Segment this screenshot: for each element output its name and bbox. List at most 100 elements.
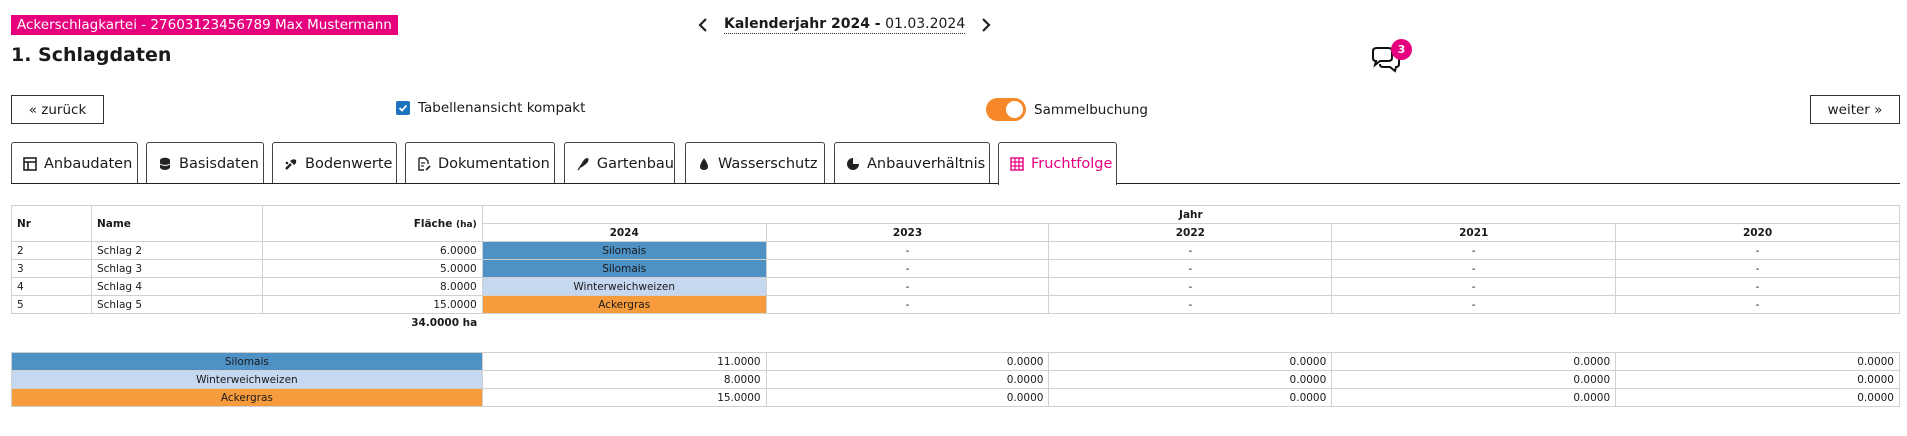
cell-nr: 3 bbox=[11, 259, 92, 278]
summary-value: 11.0000 bbox=[481, 352, 767, 371]
cell-nr: 5 bbox=[11, 295, 92, 314]
summary-value: 0.0000 bbox=[765, 370, 1050, 389]
cell-crop[interactable]: Silomais bbox=[481, 241, 767, 260]
database-icon bbox=[157, 156, 173, 172]
compact-view-option: Tabellenansicht kompakt bbox=[396, 100, 585, 116]
cell-crop[interactable]: - bbox=[765, 277, 1050, 296]
summary-value: 0.0000 bbox=[1331, 370, 1617, 389]
page-title: 1. Schlagdaten bbox=[11, 44, 172, 66]
cell-name: Schlag 2 bbox=[90, 241, 263, 260]
tab-label: Basisdaten bbox=[179, 155, 259, 172]
summary-row: Winterweichweizen 8.0000 0.0000 0.0000 0… bbox=[11, 370, 1900, 389]
cell-crop[interactable]: - bbox=[1048, 277, 1333, 296]
cell-crop[interactable]: - bbox=[1615, 241, 1900, 260]
cell-crop[interactable]: - bbox=[1331, 259, 1617, 278]
cell-flaeche: 15.0000 bbox=[261, 295, 483, 314]
column-header-name: Name bbox=[90, 205, 263, 242]
tab-anbauverhaeltnis[interactable]: Anbauverhältnis bbox=[834, 142, 990, 184]
sammelbuchung-option: Sammelbuchung bbox=[986, 98, 1148, 121]
cell-crop[interactable]: - bbox=[1048, 295, 1333, 314]
tab-label: Fruchtfolge bbox=[1031, 156, 1113, 172]
next-button[interactable]: weiter » bbox=[1810, 95, 1900, 124]
year-label: Kalenderjahr 2024 - bbox=[724, 16, 881, 32]
cell-crop[interactable]: - bbox=[1048, 259, 1333, 278]
column-header-flaeche: Fläche (ha) bbox=[261, 205, 483, 242]
toggle-knob bbox=[1006, 101, 1023, 118]
cell-crop[interactable]: - bbox=[765, 259, 1050, 278]
cell-crop[interactable]: - bbox=[1331, 295, 1617, 314]
cell-crop[interactable]: - bbox=[1331, 277, 1617, 296]
summary-value: 0.0000 bbox=[1331, 388, 1617, 407]
cell-crop[interactable]: Ackergras bbox=[481, 295, 767, 314]
table-row[interactable]: 3 Schlag 3 5.0000 Silomais - - - - bbox=[11, 259, 1900, 278]
summary-value: 15.0000 bbox=[481, 388, 767, 407]
table-row[interactable]: 4 Schlag 4 8.0000 Winterweichweizen - - … bbox=[11, 277, 1900, 296]
summary-value: 8.0000 bbox=[481, 370, 767, 389]
cell-crop[interactable]: - bbox=[1615, 295, 1900, 314]
empty-cell bbox=[482, 314, 766, 332]
document-edit-icon bbox=[416, 156, 432, 172]
tab-gartenbau[interactable]: Gartenbau bbox=[564, 142, 675, 184]
table-row[interactable]: 5 Schlag 5 15.0000 Ackergras - - - - bbox=[11, 295, 1900, 314]
column-header-nr: Nr bbox=[11, 205, 92, 242]
cell-crop[interactable]: - bbox=[1331, 241, 1617, 260]
cell-name: Schlag 4 bbox=[90, 277, 263, 296]
empty-cell bbox=[1616, 314, 1900, 332]
compact-view-checkbox[interactable] bbox=[396, 101, 410, 115]
sammelbuchung-label: Sammelbuchung bbox=[1034, 101, 1148, 118]
soil-tool-icon bbox=[283, 156, 299, 172]
tabs-divider bbox=[11, 183, 1900, 184]
tab-bodenwerte[interactable]: Bodenwerte bbox=[272, 142, 397, 184]
crop-rotation-table: Nr Name Fläche (ha) Jahr 2024 2023 2022 … bbox=[11, 205, 1901, 332]
tab-anbaudaten[interactable]: Anbaudaten bbox=[11, 142, 138, 184]
summary-row: Silomais 11.0000 0.0000 0.0000 0.0000 0.… bbox=[11, 352, 1900, 371]
year-header: 2021 bbox=[1331, 223, 1617, 242]
summary-crop: Silomais bbox=[11, 352, 483, 371]
year-header: 2020 bbox=[1615, 223, 1900, 242]
summary-value: 0.0000 bbox=[1615, 352, 1900, 371]
back-button[interactable]: « zurück bbox=[11, 95, 104, 124]
chevron-left-icon[interactable] bbox=[694, 16, 712, 34]
total-flaeche: 34.0000 ha bbox=[411, 316, 478, 329]
cell-name: Schlag 3 bbox=[90, 259, 263, 278]
cell-crop[interactable]: - bbox=[765, 241, 1050, 260]
year-selector[interactable]: Kalenderjahr 2024 - 01.03.2024 bbox=[724, 16, 966, 34]
flaeche-unit: (ha) bbox=[456, 219, 477, 230]
cell-crop[interactable]: Silomais bbox=[481, 259, 767, 278]
summary-value: 0.0000 bbox=[1048, 388, 1333, 407]
cell-flaeche: 5.0000 bbox=[261, 259, 483, 278]
cell-crop[interactable]: - bbox=[1048, 241, 1333, 260]
tab-dokumentation[interactable]: Dokumentation bbox=[405, 142, 555, 184]
year-header: 2023 bbox=[765, 223, 1050, 242]
chevron-right-icon[interactable] bbox=[977, 16, 995, 34]
tab-basisdaten[interactable]: Basisdaten bbox=[146, 142, 264, 184]
summary-crop: Ackergras bbox=[11, 388, 483, 407]
grid-icon bbox=[1009, 156, 1025, 172]
crop-summary-table: Silomais 11.0000 0.0000 0.0000 0.0000 0.… bbox=[11, 352, 1900, 407]
file-badge: Ackerschlagkartei - 27603123456789 Max M… bbox=[11, 15, 398, 35]
year-navigation: Kalenderjahr 2024 - 01.03.2024 bbox=[694, 16, 995, 34]
tab-label: Gartenbau bbox=[596, 155, 674, 172]
compact-view-label: Tabellenansicht kompakt bbox=[418, 100, 586, 116]
cell-crop[interactable]: - bbox=[765, 295, 1050, 314]
tab-fruchtfolge[interactable]: Fruchtfolge bbox=[998, 142, 1117, 185]
water-drop-icon bbox=[696, 156, 712, 172]
summary-value: 0.0000 bbox=[765, 352, 1050, 371]
cell-crop[interactable]: - bbox=[1615, 277, 1900, 296]
tab-label: Anbaudaten bbox=[44, 155, 133, 172]
messages-button[interactable]: 3 bbox=[1370, 39, 1414, 74]
cell-crop[interactable]: - bbox=[1615, 259, 1900, 278]
summary-value: 0.0000 bbox=[1048, 352, 1333, 371]
cell-crop[interactable]: Winterweichweizen bbox=[481, 277, 767, 296]
cell-flaeche: 6.0000 bbox=[261, 241, 483, 260]
sammelbuchung-toggle[interactable] bbox=[986, 98, 1026, 121]
table-row[interactable]: 2 Schlag 2 6.0000 Silomais - - - - bbox=[11, 241, 1900, 260]
tab-wasserschutz[interactable]: Wasserschutz bbox=[685, 142, 825, 184]
pie-chart-icon bbox=[845, 156, 861, 172]
cell-nr: 4 bbox=[11, 277, 92, 296]
column-header-jahr: Jahr bbox=[481, 205, 1901, 224]
empty-cell bbox=[12, 314, 92, 332]
total-row: 34.0000 ha bbox=[12, 314, 1900, 332]
tab-label: Dokumentation bbox=[438, 155, 550, 172]
table-layout-icon bbox=[22, 156, 38, 172]
